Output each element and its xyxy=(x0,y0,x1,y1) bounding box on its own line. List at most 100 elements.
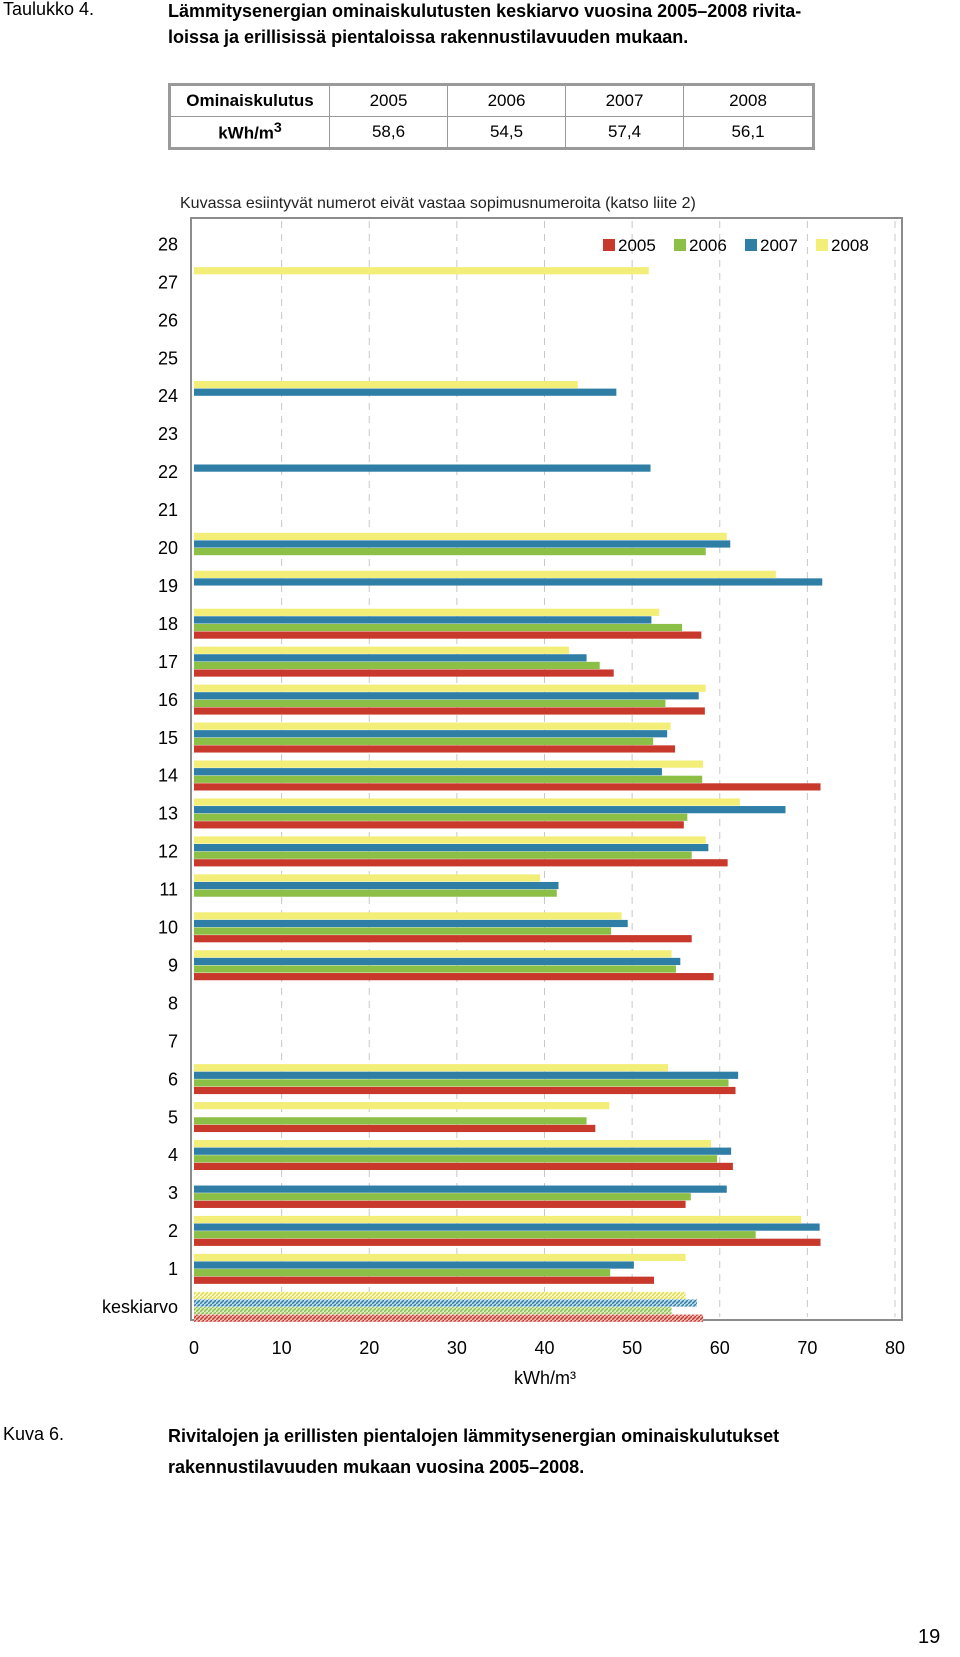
y-tick-label: 12 xyxy=(158,842,178,862)
y-tick-label: 4 xyxy=(168,1145,178,1165)
y-tick-label: 15 xyxy=(158,728,178,748)
y-tick-label: 16 xyxy=(158,690,178,710)
bar-2008 xyxy=(194,646,570,654)
summary-value-2006: 54,5 xyxy=(447,116,566,149)
legend-label-2007: 2007 xyxy=(760,236,798,255)
y-tick-label: 27 xyxy=(158,272,178,292)
bar-2005 xyxy=(194,973,714,981)
y-tick-label: 20 xyxy=(158,538,178,558)
bar-2006 xyxy=(194,1307,672,1315)
y-tick-label: 11 xyxy=(159,880,178,900)
table-caption-label: Taulukko 4. xyxy=(3,0,95,19)
y-tick-label: 6 xyxy=(168,1069,178,1089)
bar-2006 xyxy=(194,1269,611,1277)
y-tick-label: 10 xyxy=(158,918,178,938)
bar-2007 xyxy=(194,1147,732,1155)
summary-header-2005: 2005 xyxy=(329,84,448,117)
bar-2008 xyxy=(194,722,671,730)
legend-swatch-2008 xyxy=(816,239,828,251)
summary-table: Ominaiskulutus 2005 2006 2007 2008 kWh/m… xyxy=(168,83,815,150)
y-tick-label: 28 xyxy=(158,234,178,254)
summary-unit-base: kWh/m xyxy=(218,123,274,143)
chart-title: Kuvassa esiintyvät numerot eivät vastaa … xyxy=(180,195,696,212)
bar-2008 xyxy=(194,950,672,958)
summary-header-2006: 2006 xyxy=(447,84,566,117)
bar-2007 xyxy=(194,1185,727,1193)
y-tick-label: 13 xyxy=(158,804,178,824)
legend-label-2005: 2005 xyxy=(618,236,656,255)
bar-2007 xyxy=(194,388,617,396)
bar-2006 xyxy=(194,1155,718,1163)
bar-2005 xyxy=(194,859,728,867)
bar-2007 xyxy=(194,578,823,586)
bar-2005 xyxy=(194,935,692,943)
bar-2006 xyxy=(194,889,557,897)
bar-2008 xyxy=(194,1140,711,1148)
bar-2007 xyxy=(194,1299,697,1307)
x-tick-label: 50 xyxy=(622,1338,642,1358)
bar-2008 xyxy=(194,836,706,844)
bar-2008 xyxy=(194,912,622,920)
bar-2008 xyxy=(194,570,776,578)
x-tick-label: 80 xyxy=(885,1338,905,1358)
y-tick-label: 1 xyxy=(168,1259,178,1279)
summary-table-header-row: Ominaiskulutus 2005 2006 2007 2008 xyxy=(169,84,814,117)
bar-2008 xyxy=(194,1102,610,1110)
bar-2005 xyxy=(194,783,821,791)
bar-2008 xyxy=(194,760,704,768)
bar-2008 xyxy=(194,267,649,275)
x-tick-label: 30 xyxy=(447,1338,467,1358)
y-tick-label: 2 xyxy=(168,1221,178,1241)
y-tick-label: 24 xyxy=(158,386,178,406)
bar-2007 xyxy=(194,957,681,966)
bar-2005 xyxy=(194,631,702,639)
legend-swatch-2006 xyxy=(674,239,686,251)
bar-2006 xyxy=(194,1193,691,1201)
y-tick-label: 17 xyxy=(158,652,178,672)
bar-2005 xyxy=(194,669,614,677)
bar-2005 xyxy=(194,1086,736,1095)
bar-2007 xyxy=(194,844,709,852)
summary-value-2007: 57,4 xyxy=(565,116,684,149)
summary-unit-sup: 3 xyxy=(273,120,282,137)
summary-value-2008: 56,1 xyxy=(683,116,814,149)
y-tick-label: 19 xyxy=(158,576,178,596)
page-number: 19 xyxy=(918,1626,941,1648)
bar-2007 xyxy=(194,616,652,624)
bar-2005 xyxy=(194,1200,686,1208)
bar-2008 xyxy=(194,1215,802,1224)
y-tick-label: 23 xyxy=(158,424,178,444)
bar-2008 xyxy=(194,381,578,389)
table-caption-line2: loissa ja erillisissä pientaloissa raken… xyxy=(168,27,689,47)
bar-2005 xyxy=(194,1276,655,1284)
y-tick-label: 22 xyxy=(158,462,178,482)
legend-swatch-2005 xyxy=(603,239,615,251)
bar-2007 xyxy=(194,919,628,928)
bar-2006 xyxy=(194,737,654,745)
bar-2008 xyxy=(194,532,727,540)
legend: 2005 2006 2007 2008 xyxy=(603,236,869,255)
bar-2005 xyxy=(194,1162,733,1170)
y-tick-label: 26 xyxy=(158,310,178,330)
bar-2005 xyxy=(194,821,684,829)
bar-2007 xyxy=(194,692,699,700)
summary-table-value-row: kWh/m3 58,6 54,5 57,4 56,1 xyxy=(169,116,814,149)
bar-2008 xyxy=(194,798,740,806)
bar-2006 xyxy=(194,1117,587,1125)
bar-2006 xyxy=(194,623,683,632)
bar-2006 xyxy=(194,699,666,707)
legend-label-2006: 2006 xyxy=(689,236,727,255)
bar-2008 xyxy=(194,1253,686,1262)
legend-label-2008: 2008 xyxy=(831,236,869,255)
bar-2006 xyxy=(194,965,676,973)
bar-2008 xyxy=(194,684,706,692)
bar-2008 xyxy=(194,874,541,882)
x-tick-label: 40 xyxy=(534,1338,554,1358)
bar-2007 xyxy=(194,881,559,890)
bar-2007 xyxy=(194,730,668,738)
bar-2007 xyxy=(194,540,731,548)
y-axis-tick-labels: keskiarvo1234567891011121314151617181920… xyxy=(102,234,178,1317)
bar-2007 xyxy=(194,1223,820,1231)
bar-2006 xyxy=(194,927,612,935)
